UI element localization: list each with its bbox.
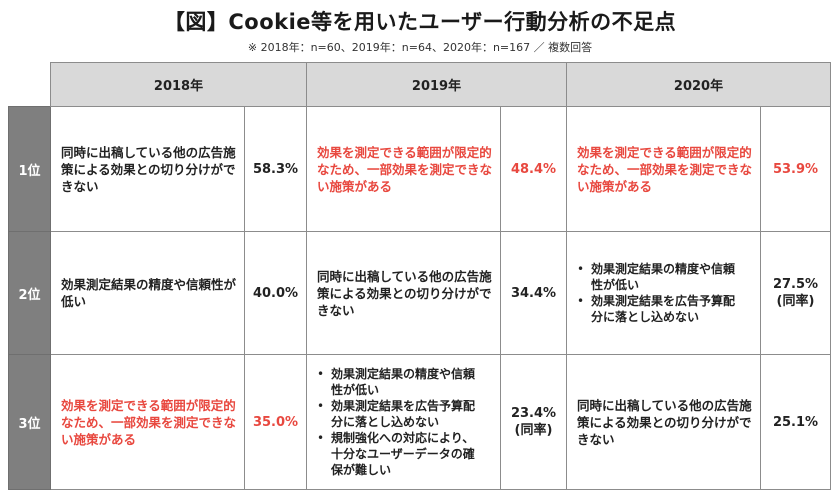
percent-cell-2019: 34.4% <box>500 231 567 355</box>
list-item: 効果測定結果を広告予算配分に落とし込めない <box>575 293 746 325</box>
percent-cell-2018: 58.3% <box>244 106 307 232</box>
percent-cell-2020: 25.1% <box>760 354 831 490</box>
table-row: 1位 同時に出稿している他の広告施策による効果との切り分けができない 58.3%… <box>8 106 831 232</box>
list-item: 効果測定結果の精度や信頼性が低い <box>315 366 486 398</box>
year-header-2020: 2020年 <box>566 62 831 107</box>
year-header-2018: 2018年 <box>50 62 307 107</box>
reason-cell-2019: 同時に出稿している他の広告施策による効果との切り分けができない <box>306 231 501 355</box>
reason-cell-2018: 効果測定結果の精度や信頼性が低い <box>50 231 245 355</box>
reason-bullet-list: 効果測定結果の精度や信頼性が低い 効果測定結果を広告予算配分に落とし込めない 規… <box>307 366 492 478</box>
list-item: 効果測定結果を広告予算配分に落とし込めない <box>315 398 486 430</box>
reason-cell-2018: 効果を測定できる範囲が限定的なため、一部効果を測定できない施策がある <box>50 354 245 490</box>
percent-cell-2019: 48.4% <box>500 106 567 232</box>
reason-cell-2019: 効果を測定できる範囲が限定的なため、一部効果を測定できない施策がある <box>306 106 501 232</box>
tie-note: (同率) <box>514 423 553 438</box>
rank-label: 1位 <box>8 106 51 232</box>
reason-cell-2018: 同時に出稿している他の広告施策による効果との切り分けができない <box>50 106 245 232</box>
list-item: 効果測定結果の精度や信頼性が低い <box>575 261 746 293</box>
tie-note: (同率) <box>776 294 815 309</box>
corner-cell <box>9 63 51 107</box>
sample-size-note: ※ 2018年：n=60、2019年：n=64、2020年：n=167 ／ 複数… <box>247 41 593 54</box>
page-title: 【図】Cookie等を用いたユーザー行動分析の不足点 <box>163 10 677 34</box>
reason-cell-2020: 効果を測定できる範囲が限定的なため、一部効果を測定できない施策がある <box>566 106 761 232</box>
year-header-row: 2018年 2019年 2020年 <box>9 62 831 107</box>
percent-cell-2018: 35.0% <box>244 354 307 490</box>
reason-cell-2020: 効果測定結果の精度や信頼性が低い 効果測定結果を広告予算配分に落とし込めない <box>566 231 761 355</box>
percent-cell-2020: 53.9% <box>760 106 831 232</box>
percent-value: 27.5% <box>772 277 819 292</box>
reason-bullet-list: 効果測定結果の精度や信頼性が低い 効果測定結果を広告予算配分に落とし込めない <box>567 261 752 325</box>
list-item: 規制強化への対応により、十分なユーザーデータの確保が難しい <box>315 430 486 478</box>
reason-cell-2019: 効果測定結果の精度や信頼性が低い 効果測定結果を広告予算配分に落とし込めない 規… <box>306 354 501 490</box>
percent-cell-2019: 23.4% (同率) <box>500 354 567 490</box>
table-row: 3位 効果を測定できる範囲が限定的なため、一部効果を測定できない施策がある 35… <box>8 354 831 490</box>
rank-label: 2位 <box>8 231 51 355</box>
year-header-2019: 2019年 <box>306 62 567 107</box>
ranking-table: 2018年 2019年 2020年 1位 同時に出稿している他の広告施策による効… <box>8 62 831 490</box>
rank-label: 3位 <box>8 354 51 490</box>
percent-cell-2018: 40.0% <box>244 231 307 355</box>
table-row: 2位 効果測定結果の精度や信頼性が低い 40.0% 同時に出稿している他の広告施… <box>8 231 831 355</box>
percent-value: 23.4% <box>510 406 557 421</box>
reason-cell-2020: 同時に出稿している他の広告施策による効果との切り分けができない <box>566 354 761 490</box>
percent-cell-2020: 27.5% (同率) <box>760 231 831 355</box>
